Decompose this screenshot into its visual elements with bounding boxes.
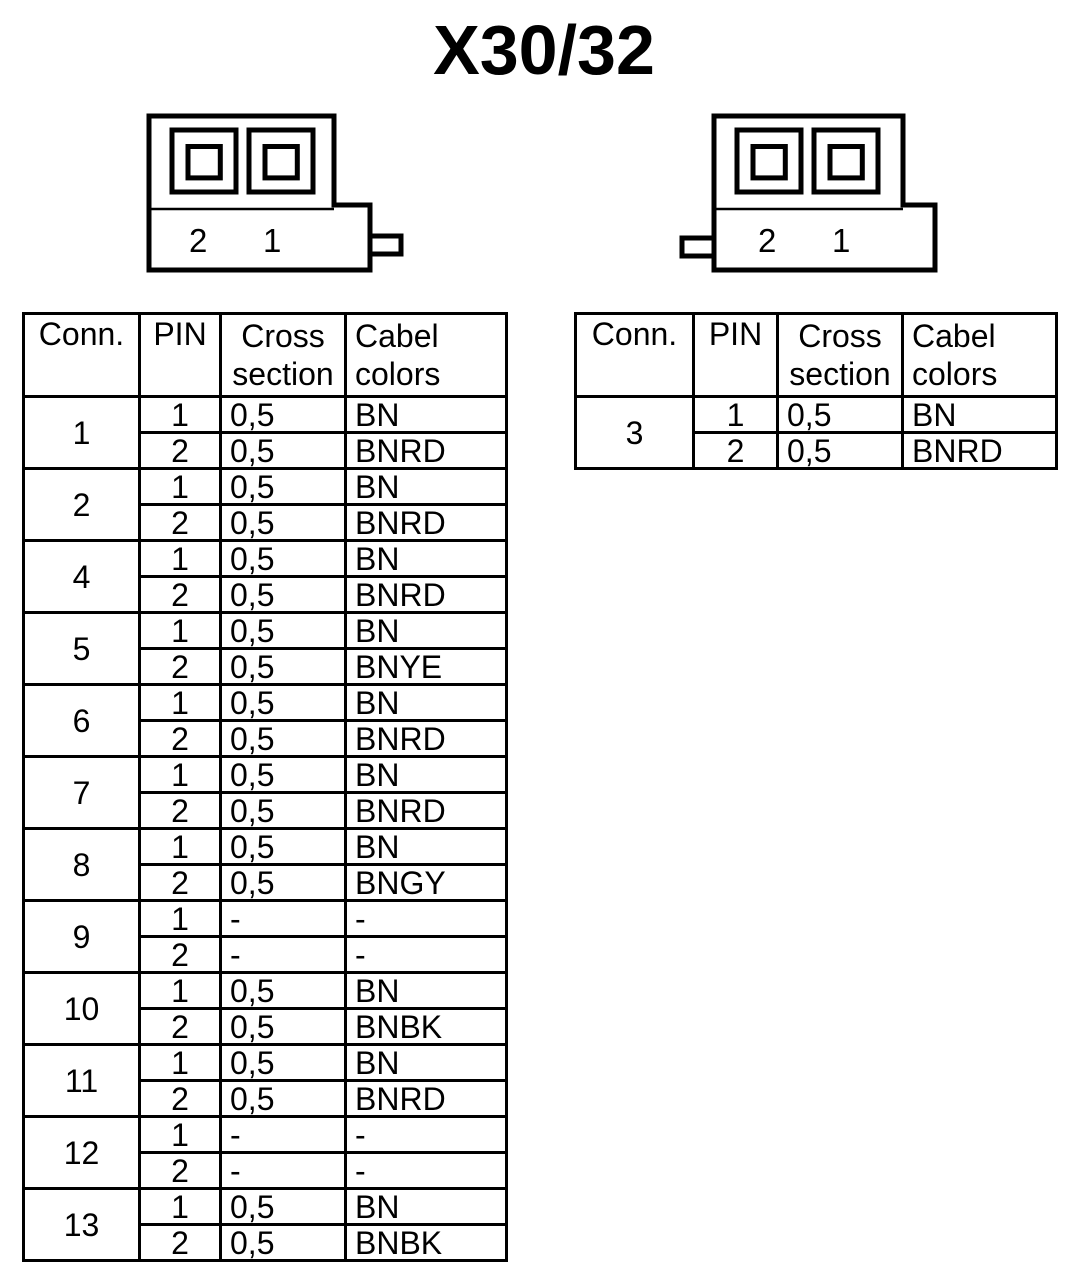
- svg-text:1: 1: [263, 222, 281, 259]
- svg-text:1: 1: [832, 222, 850, 259]
- svg-text:2: 2: [758, 222, 776, 259]
- svg-text:2: 2: [189, 222, 207, 259]
